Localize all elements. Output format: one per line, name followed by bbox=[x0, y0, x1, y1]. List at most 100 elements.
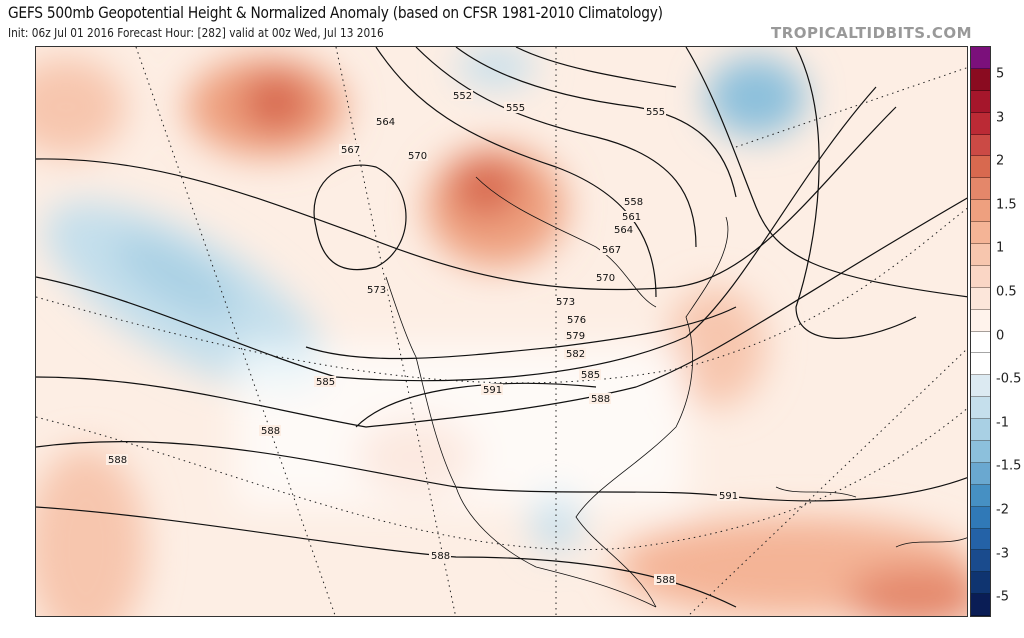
contour-label: 564 bbox=[376, 117, 395, 128]
colorbar-segment bbox=[971, 441, 990, 463]
contour-label-bg bbox=[259, 425, 281, 436]
contour-label-bg bbox=[554, 296, 576, 307]
colorbar-label: -1.5 bbox=[996, 458, 1022, 474]
contour-label: 588 bbox=[431, 551, 450, 562]
contour-label-bg bbox=[429, 550, 451, 561]
contour-label-bg bbox=[106, 454, 128, 465]
contour-label-bg bbox=[600, 244, 622, 255]
contour-label: 567 bbox=[602, 245, 621, 256]
contour-label: 585 bbox=[316, 377, 335, 388]
colorbar-segment bbox=[971, 68, 990, 91]
colorbar-segment bbox=[971, 331, 990, 354]
contour-label-bg bbox=[564, 348, 586, 359]
colorbar-segment bbox=[971, 90, 990, 113]
colorbar-segment bbox=[971, 200, 990, 223]
colorbar-segment bbox=[971, 528, 990, 551]
colorbar-segment bbox=[971, 47, 990, 69]
colorbar-segment bbox=[971, 419, 990, 442]
contour-label: 573 bbox=[367, 285, 386, 296]
coastlines bbox=[385, 176, 967, 608]
contour-label: 561 bbox=[622, 212, 641, 223]
contour-label-bg bbox=[504, 102, 526, 113]
contour-label: 570 bbox=[596, 273, 615, 284]
contour-label: 588 bbox=[591, 394, 610, 405]
map-subtitle: Init: 06z Jul 01 2016 Forecast Hour: [28… bbox=[8, 26, 384, 40]
contour-label: 585 bbox=[581, 370, 600, 381]
colorbar-segment bbox=[971, 112, 990, 135]
contour-label-bg bbox=[481, 384, 503, 395]
contour-label: 564 bbox=[614, 225, 633, 236]
colorbar-label: 1 bbox=[996, 240, 1005, 256]
contour-label-bg bbox=[339, 144, 361, 155]
contour-label-bg bbox=[406, 150, 428, 161]
colorbar-segment bbox=[971, 178, 990, 201]
map-canvas: 552 555 564 567 570 555 558 561 564 567 570 573 573 5… bbox=[36, 47, 967, 616]
contour-label-bg bbox=[717, 490, 739, 501]
colorbar-segment bbox=[971, 265, 990, 288]
contour-label-bg bbox=[594, 272, 616, 283]
colorbar-segment bbox=[971, 134, 990, 157]
contour-label-bg bbox=[565, 314, 587, 325]
colorbar-segment bbox=[971, 309, 990, 332]
colorbar-label: 1.5 bbox=[996, 197, 1017, 213]
colorbar-segment bbox=[971, 244, 990, 266]
contour-label-bg bbox=[654, 574, 676, 585]
contour-label: 588 bbox=[108, 455, 127, 466]
contour-label: 573 bbox=[556, 297, 575, 308]
contour-label-bg bbox=[644, 106, 666, 117]
colorbar-segment bbox=[971, 397, 990, 420]
contour-label-bg bbox=[589, 393, 611, 404]
contour-label-bg bbox=[564, 330, 586, 341]
colorbar-label: 5 bbox=[996, 66, 1005, 82]
contour-label: 558 bbox=[624, 197, 643, 208]
contour-label-bg bbox=[365, 284, 387, 295]
colorbar-segment bbox=[971, 594, 990, 617]
contour-label-bg bbox=[612, 224, 634, 235]
colorbar-label: -3 bbox=[996, 546, 1009, 562]
contour-label: 576 bbox=[567, 315, 586, 326]
contour-label: 591 bbox=[483, 385, 502, 396]
contour-label: 588 bbox=[656, 575, 675, 586]
colorbar-label: -5 bbox=[996, 589, 1009, 605]
contour-label: 588 bbox=[261, 426, 280, 437]
contour-label: 555 bbox=[506, 103, 525, 114]
height-contours bbox=[36, 47, 967, 608]
colorbar-segment bbox=[971, 572, 990, 595]
colorbar-label: 0 bbox=[996, 328, 1005, 344]
contour-label: 570 bbox=[408, 151, 427, 162]
colorbar-segment bbox=[971, 353, 990, 376]
contour-label: 591 bbox=[719, 491, 738, 502]
contour-label-bg bbox=[622, 196, 644, 207]
colorbar-segment bbox=[971, 222, 990, 245]
contour-labels: 552 555 564 567 570 555 558 561 564 567 570 573 573 5… bbox=[106, 90, 739, 586]
colorbar-segment bbox=[971, 375, 990, 398]
contour-label: 579 bbox=[566, 331, 585, 342]
map-title: GEFS 500mb Geopotential Height & Normali… bbox=[8, 3, 663, 22]
colorbar-label: 0.5 bbox=[996, 284, 1017, 300]
colorbar bbox=[970, 46, 991, 617]
contour-label: 555 bbox=[646, 107, 665, 118]
contour-label-bg bbox=[314, 376, 336, 387]
colorbar-label: -2 bbox=[996, 502, 1009, 518]
contour-label-bg bbox=[620, 211, 642, 222]
colorbar-label: -1 bbox=[996, 415, 1009, 431]
colorbar-segment bbox=[971, 550, 990, 573]
anomaly-map: 552 555 564 567 570 555 558 561 564 567 570 573 573 5… bbox=[35, 46, 968, 617]
colorbar-segment bbox=[971, 462, 990, 485]
contour-label: 552 bbox=[453, 91, 472, 102]
anomaly-shading bbox=[36, 47, 967, 616]
colorbar-label: 2 bbox=[996, 153, 1005, 169]
brand-watermark: TROPICALTIDBITS.COM bbox=[771, 24, 972, 42]
colorbar-segment bbox=[971, 156, 990, 179]
lat-lon-grid bbox=[36, 47, 967, 616]
colorbar-segment bbox=[971, 484, 990, 507]
contour-label: 567 bbox=[341, 145, 360, 156]
contour-label-bg bbox=[579, 369, 601, 380]
contour-label: 582 bbox=[566, 349, 585, 360]
colorbar-segment bbox=[971, 506, 990, 529]
contour-label-bg bbox=[374, 116, 396, 127]
colorbar-segment bbox=[971, 287, 990, 310]
colorbar-label: 3 bbox=[996, 110, 1005, 126]
colorbar-label: -0.5 bbox=[996, 371, 1022, 387]
contour-label-bg bbox=[451, 90, 473, 101]
